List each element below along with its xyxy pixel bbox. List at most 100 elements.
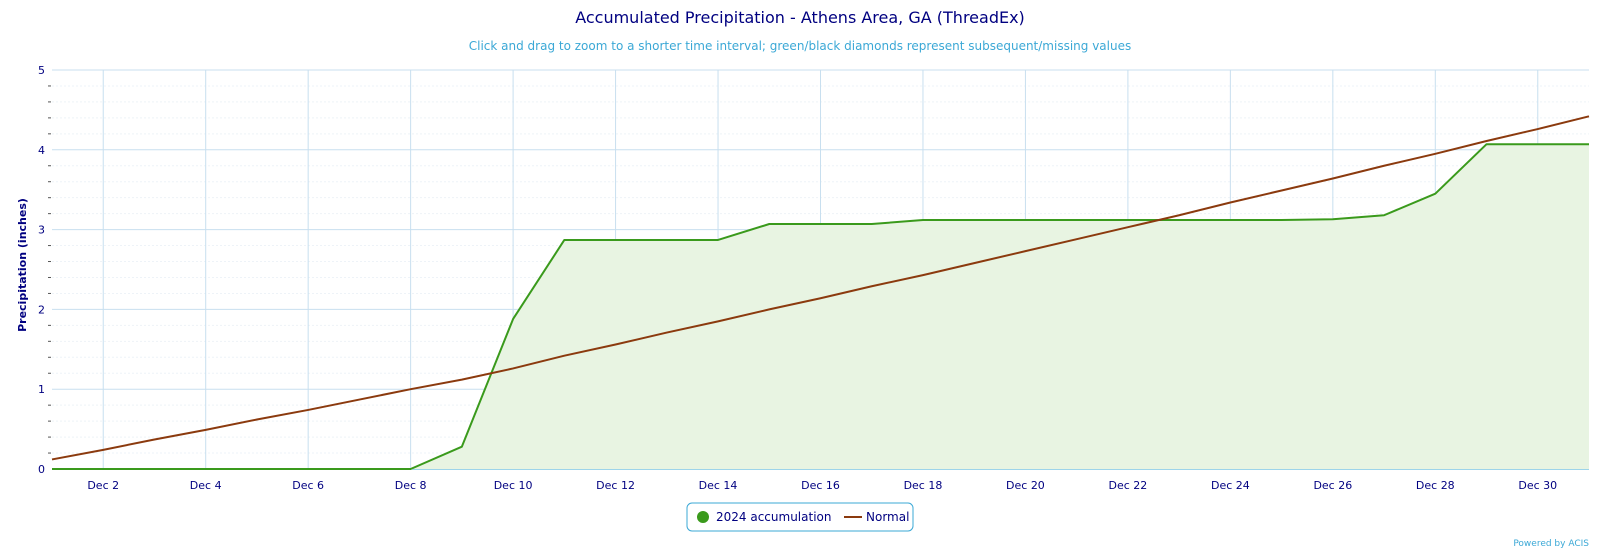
- x-tick-label: Dec 18: [904, 479, 943, 492]
- data-point-2024-accumulation[interactable]: [1381, 212, 1387, 218]
- y-tick-label: 5: [38, 64, 45, 77]
- x-tick-label: Dec 4: [190, 479, 222, 492]
- data-point-2024-accumulation[interactable]: [254, 466, 260, 472]
- data-point-normal[interactable]: [459, 377, 465, 383]
- legend-item-2024-accumulation[interactable]: 2024 accumulation: [697, 510, 831, 524]
- data-point-2024-accumulation[interactable]: [869, 221, 875, 227]
- x-tick-label: Dec 14: [699, 479, 738, 492]
- series-area-layer: [52, 144, 1589, 470]
- data-point-2024-accumulation[interactable]: [715, 237, 721, 243]
- y-axis-ticks: 0 1 2 3 4 5: [38, 64, 45, 476]
- data-point-2024-accumulation[interactable]: [203, 466, 209, 472]
- data-point-2024-accumulation[interactable]: [408, 466, 414, 472]
- legend[interactable]: 2024 accumulation Normal: [686, 502, 914, 532]
- data-point-normal[interactable]: [1227, 199, 1233, 205]
- data-point-normal[interactable]: [1586, 113, 1592, 119]
- legend-label-normal: Normal: [866, 510, 909, 524]
- data-point-normal[interactable]: [1535, 126, 1541, 132]
- x-tick-label: Dec 16: [801, 479, 840, 492]
- chart-subtitle: Click and drag to zoom to a shorter time…: [469, 39, 1131, 53]
- x-tick-label: Dec 12: [596, 479, 635, 492]
- data-point-2024-accumulation[interactable]: [100, 466, 106, 472]
- credit-text[interactable]: Powered by ACIS: [1513, 539, 1589, 549]
- data-point-normal[interactable]: [1330, 176, 1336, 182]
- data-point-2024-accumulation[interactable]: [1022, 217, 1028, 223]
- data-point-normal[interactable]: [1432, 151, 1438, 157]
- data-point-normal[interactable]: [869, 283, 875, 289]
- y-tick-label: 2: [38, 303, 45, 316]
- data-point-2024-accumulation[interactable]: [49, 466, 55, 472]
- data-point-2024-accumulation[interactable]: [1279, 217, 1285, 223]
- data-point-2024-accumulation[interactable]: [613, 237, 619, 243]
- data-point-2024-accumulation[interactable]: [305, 466, 311, 472]
- series-area-2024-accumulation: [52, 144, 1589, 470]
- data-point-2024-accumulation[interactable]: [664, 237, 670, 243]
- legend-marker-2024-accumulation: [697, 511, 709, 523]
- data-point-normal[interactable]: [1074, 236, 1080, 242]
- data-point-2024-accumulation[interactable]: [459, 444, 465, 450]
- x-tick-label: Dec 22: [1109, 479, 1148, 492]
- data-point-2024-accumulation[interactable]: [1535, 141, 1541, 147]
- data-point-normal[interactable]: [305, 407, 311, 413]
- data-point-normal[interactable]: [203, 427, 209, 433]
- x-axis-ticks: Dec 2 Dec 4 Dec 6 Dec 8 Dec 10 Dec 12 Dec 14 De…: [87, 479, 1557, 492]
- x-tick-label: Dec 30: [1518, 479, 1557, 492]
- data-point-2024-accumulation[interactable]: [971, 217, 977, 223]
- legend-box: [686, 502, 914, 532]
- data-point-normal[interactable]: [920, 272, 926, 278]
- data-point-2024-accumulation[interactable]: [151, 466, 157, 472]
- y-tick-label: 1: [38, 383, 45, 396]
- data-point-2024-accumulation[interactable]: [1125, 217, 1131, 223]
- legend-label-2024-accumulation: 2024 accumulation: [716, 510, 831, 524]
- data-point-normal[interactable]: [49, 456, 55, 462]
- x-tick-label: Dec 24: [1211, 479, 1250, 492]
- data-point-2024-accumulation[interactable]: [1074, 217, 1080, 223]
- data-point-2024-accumulation[interactable]: [510, 316, 516, 322]
- data-point-2024-accumulation[interactable]: [561, 237, 567, 243]
- y-tick-label: 4: [38, 144, 45, 157]
- y-tick-label: 3: [38, 224, 45, 237]
- x-tick-label: Dec 10: [494, 479, 533, 492]
- data-point-normal[interactable]: [664, 330, 670, 336]
- series-line-2024-accumulation[interactable]: [52, 143, 1589, 470]
- x-tick-label: Dec 8: [395, 479, 427, 492]
- data-point-2024-accumulation[interactable]: [1432, 191, 1438, 197]
- data-point-normal[interactable]: [971, 260, 977, 266]
- data-point-2024-accumulation[interactable]: [1227, 217, 1233, 223]
- legend-item-normal[interactable]: Normal: [844, 510, 909, 524]
- data-point-normal[interactable]: [613, 342, 619, 348]
- data-point-normal[interactable]: [561, 353, 567, 359]
- data-point-normal[interactable]: [1484, 138, 1490, 144]
- x-tick-label: Dec 2: [87, 479, 119, 492]
- data-point-normal[interactable]: [1381, 163, 1387, 169]
- data-point-normal[interactable]: [254, 417, 260, 423]
- x-tick-label: Dec 28: [1416, 479, 1455, 492]
- data-point-2024-accumulation[interactable]: [818, 221, 824, 227]
- data-point-normal[interactable]: [1279, 187, 1285, 193]
- data-point-normal[interactable]: [715, 318, 721, 324]
- data-point-normal[interactable]: [356, 397, 362, 403]
- series-line-layer: [49, 113, 1592, 472]
- data-point-normal[interactable]: [1125, 224, 1131, 230]
- data-point-normal[interactable]: [510, 365, 516, 371]
- x-tick-label: Dec 6: [292, 479, 324, 492]
- data-point-normal[interactable]: [766, 306, 772, 312]
- y-axis-title: Precipitation (inches): [16, 198, 29, 332]
- data-point-normal[interactable]: [408, 386, 414, 392]
- data-point-normal[interactable]: [818, 295, 824, 301]
- chart-title: Accumulated Precipitation - Athens Area,…: [575, 8, 1025, 27]
- data-point-2024-accumulation[interactable]: [1586, 141, 1592, 147]
- data-point-normal[interactable]: [1176, 212, 1182, 218]
- data-point-2024-accumulation[interactable]: [1330, 216, 1336, 222]
- data-point-2024-accumulation[interactable]: [920, 217, 926, 223]
- data-point-normal[interactable]: [100, 447, 106, 453]
- data-point-normal[interactable]: [1022, 248, 1028, 254]
- data-point-2024-accumulation[interactable]: [356, 466, 362, 472]
- y-tick-label: 0: [38, 463, 45, 476]
- data-point-2024-accumulation[interactable]: [766, 221, 772, 227]
- series-line-normal[interactable]: [51, 115, 1590, 461]
- data-point-normal[interactable]: [151, 436, 157, 442]
- x-tick-label: Dec 26: [1313, 479, 1352, 492]
- x-tick-label: Dec 20: [1006, 479, 1045, 492]
